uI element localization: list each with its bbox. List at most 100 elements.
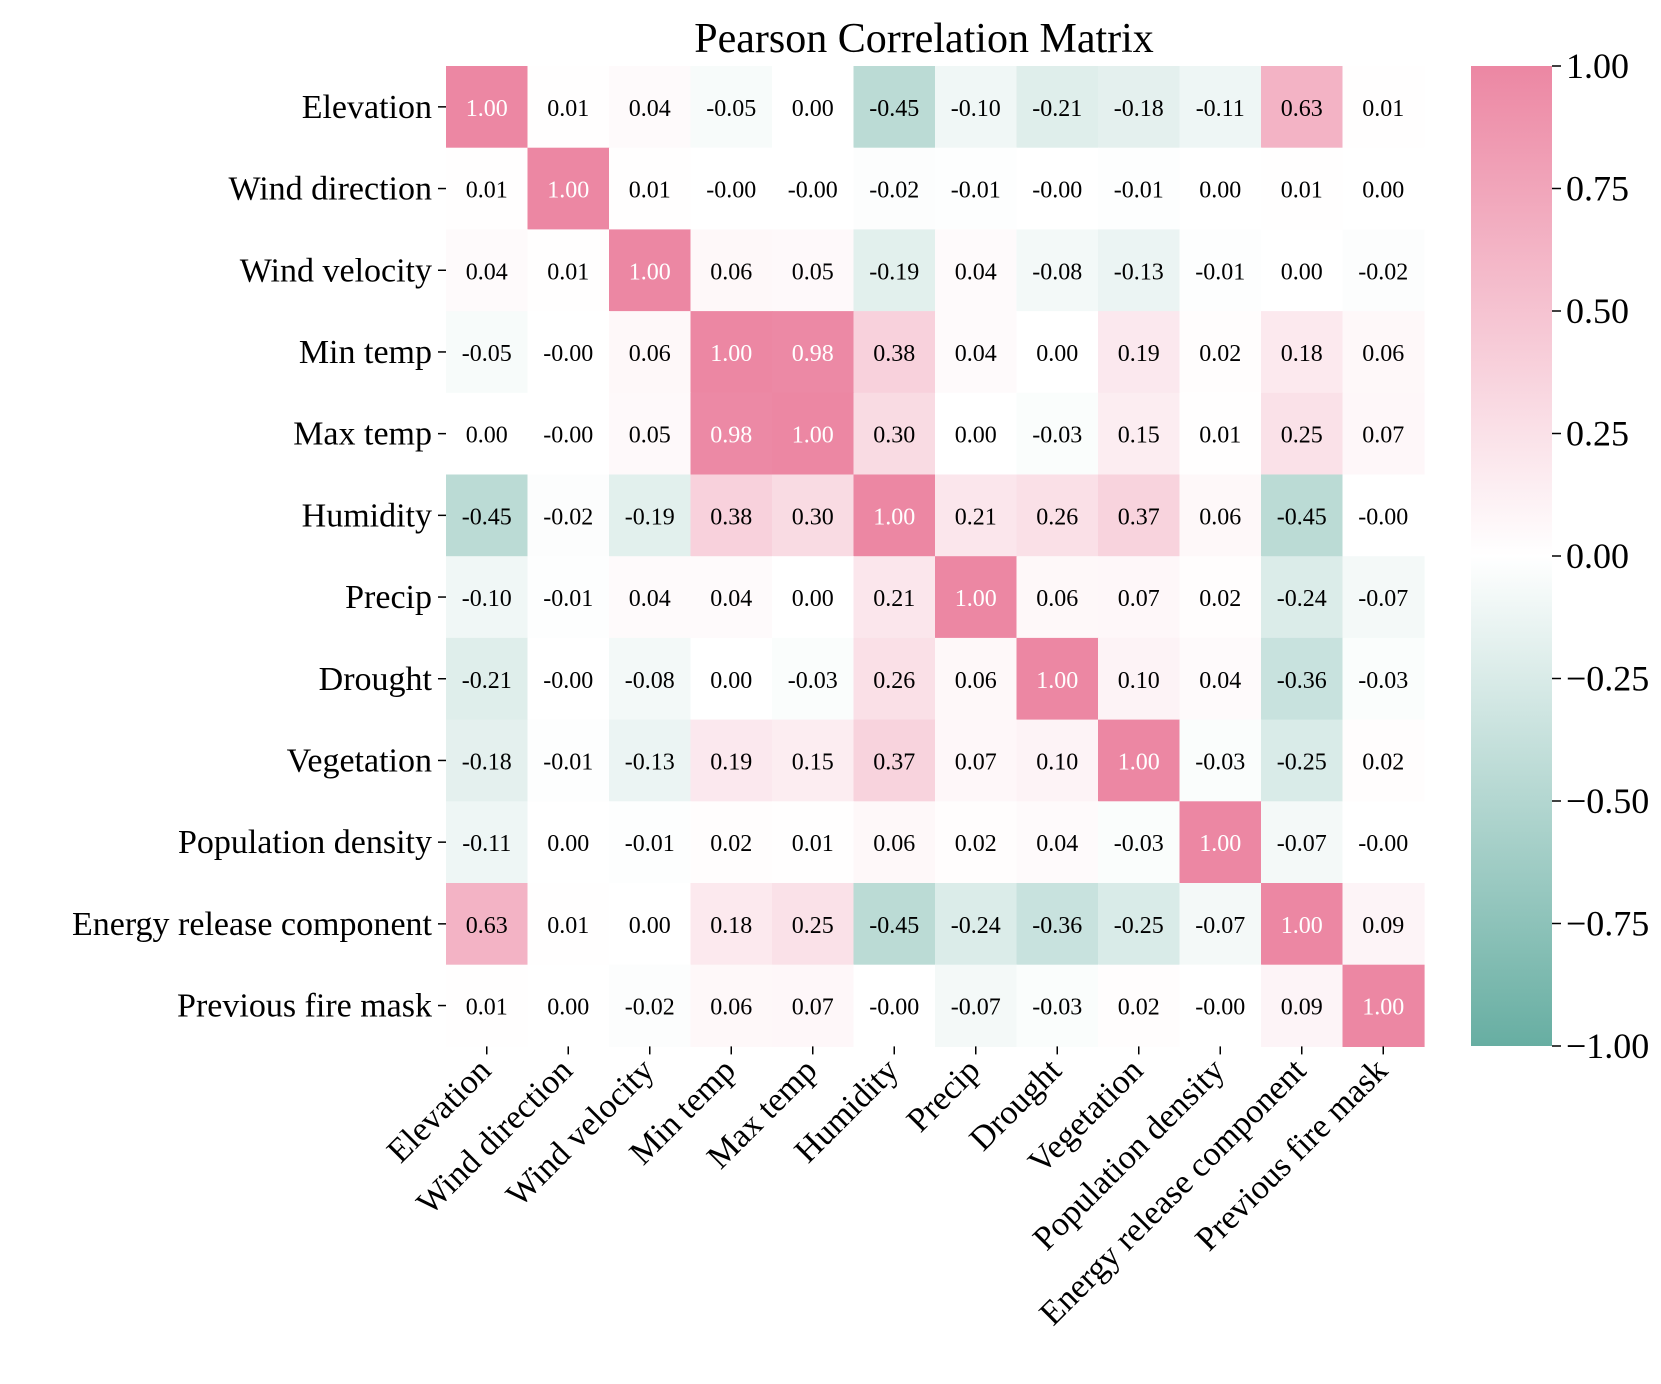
- heatmap-cell: [1016, 637, 1099, 721]
- heatmap-cell: [1261, 229, 1344, 312]
- heatmap-cell: [772, 147, 855, 230]
- heatmap-cell: [1179, 801, 1262, 884]
- cell-value-label: -0.02: [869, 178, 919, 204]
- cell-value-label: -0.01: [543, 586, 593, 612]
- heatmap-cell: [527, 229, 610, 312]
- heatmap-cell: [609, 556, 692, 639]
- heatmap-cell: [1261, 474, 1344, 557]
- cell-value-label: -0.45: [869, 913, 919, 939]
- cell-value-label: 0.38: [710, 504, 752, 530]
- cell-value-label: 0.01: [547, 913, 589, 939]
- heatmap-cell: [446, 719, 529, 802]
- cell-value-label: -0.02: [1358, 259, 1408, 285]
- heatmap-cell: [853, 229, 936, 312]
- cell-value-label: 0.18: [1281, 341, 1323, 367]
- cell-value-label: -0.00: [1195, 995, 1245, 1021]
- cell-value-label: -0.07: [1358, 586, 1408, 612]
- heatmap-cell: [527, 719, 610, 802]
- cell-value-label: 1.00: [1362, 995, 1404, 1021]
- heatmap-cell: [772, 883, 855, 966]
- cell-value-label: 0.38: [873, 341, 915, 367]
- heatmap-cell: [446, 637, 529, 721]
- cell-value-label: 0.06: [873, 831, 915, 857]
- heatmap-cell: [1342, 801, 1425, 884]
- cell-value-label: -0.01: [1195, 259, 1245, 285]
- heatmap-cell: [1179, 964, 1262, 1047]
- cell-value-label: 0.04: [629, 586, 671, 612]
- cell-value-label: 0.01: [1199, 423, 1241, 449]
- heatmap-cell: [1261, 556, 1344, 639]
- cell-value-label: 0.25: [792, 913, 834, 939]
- heatmap-cell: [609, 637, 692, 721]
- cell-value-label: 0.15: [792, 749, 834, 775]
- heatmap-cell: [1342, 556, 1425, 639]
- heatmap-cell: [1098, 229, 1181, 312]
- row-label: Drought: [319, 661, 433, 698]
- cell-value-label: 0.04: [629, 96, 671, 122]
- cell-value-label: 0.06: [710, 995, 752, 1021]
- heatmap-cell: [935, 637, 1018, 721]
- cell-value-label: 0.01: [792, 831, 834, 857]
- heatmap-cell: [772, 556, 855, 639]
- cell-value-label: -0.08: [1032, 259, 1082, 285]
- heatmap-cell: [853, 719, 936, 802]
- row-label: Previous fire mask: [177, 988, 432, 1025]
- cell-value-label: -0.10: [462, 586, 512, 612]
- heatmap-cell: [1261, 883, 1344, 966]
- heatmap-cell: [446, 392, 529, 476]
- heatmap-cell: [446, 883, 529, 966]
- heatmap-cell: [772, 229, 855, 312]
- heatmap-cell: [1342, 474, 1425, 557]
- cell-value-label: 1.00: [873, 504, 915, 530]
- cell-value-label: -0.10: [951, 96, 1001, 122]
- heatmap-cell: [1098, 66, 1181, 149]
- heatmap-cell: [690, 229, 773, 312]
- row-label: Precip: [345, 579, 432, 616]
- heatmap-cell: [1261, 147, 1344, 230]
- cell-value-label: 0.07: [792, 995, 834, 1021]
- heatmap-cell: [935, 147, 1018, 230]
- cell-value-label: -0.01: [625, 831, 675, 857]
- heatmap-cell: [853, 66, 936, 149]
- heatmap-cell: [1098, 637, 1181, 721]
- cell-value-label: -0.00: [788, 178, 838, 204]
- heatmap-cell: [853, 147, 936, 230]
- cell-value-label: 0.04: [955, 341, 997, 367]
- cell-value-label: -0.03: [1032, 423, 1082, 449]
- cell-value-label: -0.02: [543, 504, 593, 530]
- heatmap-cell: [1342, 883, 1425, 966]
- cell-value-label: 0.07: [1118, 586, 1160, 612]
- heatmap-cell: [1016, 556, 1099, 639]
- heatmap-cell: [1261, 719, 1344, 802]
- heatmap-cell: [1179, 311, 1262, 394]
- cell-value-label: 0.19: [1118, 341, 1160, 367]
- chart-title: Pearson Correlation Matrix: [694, 16, 1154, 62]
- cell-value-label: -0.01: [1114, 178, 1164, 204]
- cell-value-label: 0.26: [873, 668, 915, 694]
- cell-value-label: -0.45: [462, 504, 512, 530]
- cell-value-label: 0.00: [1036, 341, 1078, 367]
- cell-value-label: -0.00: [1358, 831, 1408, 857]
- cell-value-label: 0.06: [629, 341, 671, 367]
- heatmap-cell: [772, 801, 855, 884]
- cell-value-label: -0.00: [869, 995, 919, 1021]
- heatmap-cell: [690, 719, 773, 802]
- heatmap-cell: [772, 637, 855, 721]
- colorbar-tick-label: 0.75: [1566, 169, 1629, 209]
- heatmap-cell: [1342, 392, 1425, 476]
- cell-value-label: -0.11: [462, 831, 511, 857]
- cell-value-label: -0.24: [951, 913, 1001, 939]
- cell-value-label: 0.00: [792, 96, 834, 122]
- cell-value-label: -0.08: [625, 668, 675, 694]
- cell-value-label: 0.01: [1362, 96, 1404, 122]
- cell-value-label: 0.00: [710, 668, 752, 694]
- cell-value-label: -0.03: [1195, 749, 1245, 775]
- heatmap-cell: [1342, 147, 1425, 230]
- heatmap-cell: [527, 474, 610, 557]
- cell-value-label: 0.07: [955, 749, 997, 775]
- heatmap-cell: [1098, 392, 1181, 476]
- heatmap-cell: [527, 147, 610, 230]
- cell-value-label: -0.13: [1114, 259, 1164, 285]
- heatmap-cell: [853, 311, 936, 394]
